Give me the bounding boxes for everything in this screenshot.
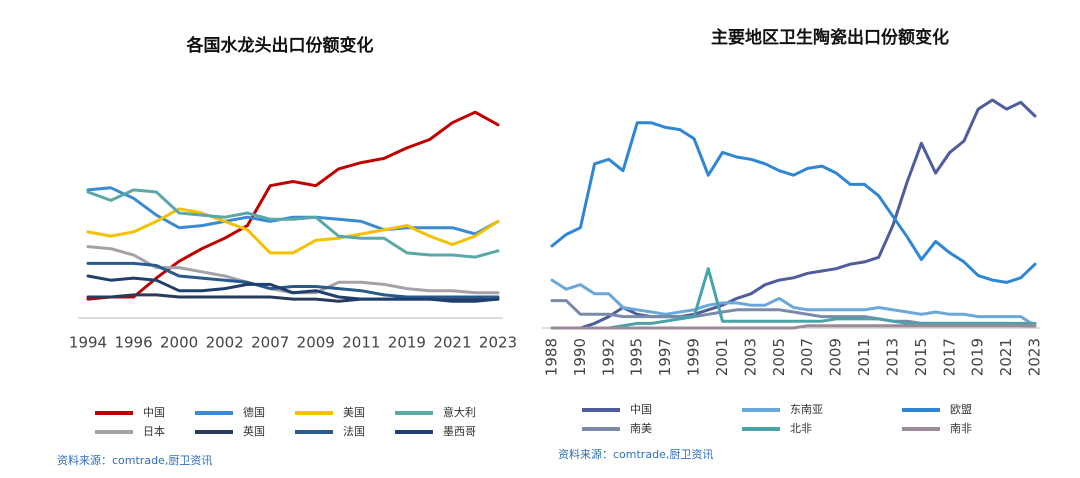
series-line: [550, 278, 1037, 328]
x-tick-label: 2023: [1026, 338, 1044, 376]
x-tick-label: 2013: [883, 338, 901, 376]
x-tick-label: 1999: [685, 338, 703, 376]
x-tick-label: 1988: [543, 338, 561, 376]
x-tick-label: 2003: [741, 338, 759, 376]
legend-label: 法国: [343, 424, 365, 438]
x-tick-label: 2011: [342, 334, 380, 352]
x-tick-label: 2009: [827, 338, 845, 376]
legend-label: 英国: [243, 424, 265, 438]
chart-title: 各国水龙头出口份额变化: [186, 35, 374, 56]
x-tick-label: 2005: [770, 338, 788, 376]
x-tick-label: 2021: [433, 334, 471, 352]
x-tick-label: 1994: [69, 334, 107, 352]
x-tick-label: 2009: [297, 334, 335, 352]
series-line: [86, 188, 500, 259]
series-line: [86, 274, 500, 303]
legend-label: 欧盟: [950, 403, 972, 416]
legend-label: 南非: [950, 422, 972, 435]
x-tick-label: 1995: [628, 338, 646, 376]
legend-label: 南美: [630, 422, 652, 435]
source-note: 资料来源：comtrade,厨卫资讯: [558, 447, 713, 461]
x-tick-label: 2007: [251, 334, 289, 352]
series-line: [550, 324, 1037, 330]
x-tick-label: 2001: [713, 338, 731, 376]
x-tick-label: 1997: [656, 338, 674, 376]
series-line: [86, 110, 500, 301]
legend-label: 日本: [143, 424, 165, 438]
legend-label: 意大利: [443, 405, 476, 419]
x-tick-label: 2002: [206, 334, 244, 352]
legend-label: 东南亚: [790, 403, 823, 416]
legend-label: 美国: [343, 406, 365, 419]
x-tick-label: 2019: [969, 338, 987, 376]
x-tick-label: 2019: [388, 334, 426, 352]
legend-label: 中国: [143, 406, 165, 419]
x-tick-label: 2011: [855, 338, 873, 376]
series-line: [550, 267, 1037, 330]
x-tick-label: 2015: [912, 338, 930, 376]
series-line: [86, 207, 500, 255]
source-note: 资料来源：comtrade,厨卫资讯: [57, 453, 212, 467]
legend-label: 墨西哥: [443, 425, 476, 438]
series-line: [86, 261, 500, 299]
series-line: [550, 121, 1037, 284]
chart-title: 主要地区卫生陶瓷出口份额变化: [711, 27, 949, 48]
x-tick-label: 2023: [479, 334, 517, 352]
x-tick-label: 1992: [599, 338, 617, 376]
x-tick-label: 1996: [114, 334, 152, 352]
legend-label: 中国: [630, 403, 652, 416]
x-tick-label: 1990: [571, 338, 589, 376]
legend-label: 北非: [790, 422, 812, 435]
series-line: [86, 186, 500, 236]
x-tick-label: 2021: [997, 338, 1015, 376]
legend-label: 德国: [243, 405, 265, 419]
x-tick-label: 2007: [798, 338, 816, 376]
x-tick-label: 2017: [940, 338, 958, 376]
x-tick-label: 2000: [160, 334, 198, 352]
